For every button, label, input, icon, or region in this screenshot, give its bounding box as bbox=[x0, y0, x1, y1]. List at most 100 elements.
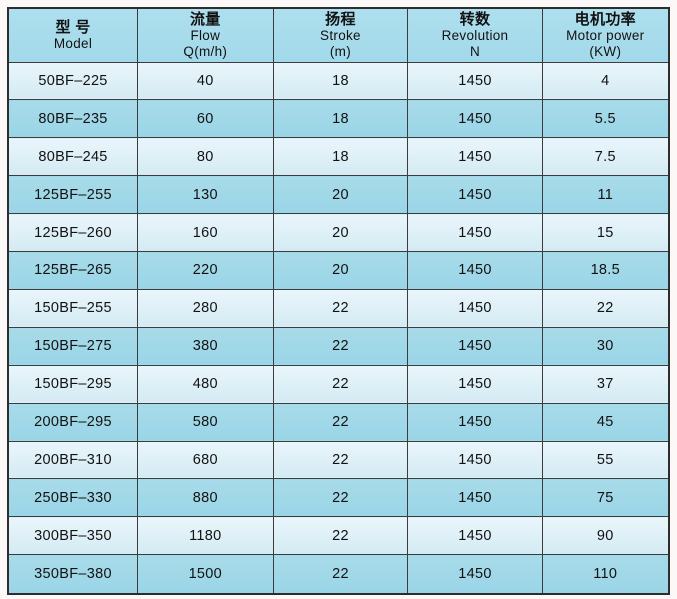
stroke-cell: 22 bbox=[272, 364, 409, 404]
flow-cell: 160 bbox=[137, 213, 274, 253]
flow-cell: 130 bbox=[137, 175, 274, 215]
stroke-cell: 22 bbox=[272, 478, 409, 518]
model-cell: 80BF–245 bbox=[7, 137, 139, 177]
table-row: 125BF–260 160 20 1450 15 bbox=[7, 213, 670, 253]
col-header-motor-power-zh: 电机功率 bbox=[574, 10, 636, 28]
flow-cell: 880 bbox=[137, 478, 274, 518]
col-header-flow-zh: 流量 bbox=[189, 10, 221, 28]
col-header-revolution-unit: N bbox=[469, 43, 480, 59]
table-row: 150BF–255 280 22 1450 22 bbox=[7, 288, 670, 328]
revolution-cell: 1450 bbox=[407, 99, 543, 139]
flow-cell: 480 bbox=[137, 364, 274, 404]
table-row: 125BF–265 220 20 1450 18.5 bbox=[7, 251, 670, 290]
stroke-cell: 22 bbox=[272, 440, 409, 480]
stroke-cell: 22 bbox=[272, 554, 409, 595]
col-header-stroke-en: Stroke bbox=[320, 27, 361, 43]
revolution-cell: 1450 bbox=[407, 213, 543, 253]
col-header-model-en: Model bbox=[53, 35, 93, 51]
model-cell: 150BF–295 bbox=[7, 364, 139, 404]
flow-cell: 220 bbox=[137, 251, 274, 290]
motor-power-cell: 90 bbox=[541, 516, 670, 556]
col-header-model: 型 号 Model bbox=[7, 7, 139, 63]
model-cell: 125BF–265 bbox=[7, 251, 139, 290]
flow-cell: 280 bbox=[137, 288, 274, 328]
model-cell: 50BF–225 bbox=[7, 61, 139, 101]
model-cell: 150BF–255 bbox=[7, 288, 139, 328]
revolution-cell: 1450 bbox=[407, 175, 543, 215]
col-header-flow-unit: Q(m/h) bbox=[183, 43, 228, 59]
table-row: 350BF–380 1500 22 1450 110 bbox=[7, 554, 670, 595]
table-row: 300BF–350 1180 22 1450 90 bbox=[7, 516, 670, 556]
table-row: 200BF–310 680 22 1450 55 bbox=[7, 440, 670, 480]
revolution-cell: 1450 bbox=[407, 251, 543, 290]
stroke-cell: 18 bbox=[272, 61, 409, 101]
col-header-motor-power-en: Motor power bbox=[566, 27, 645, 43]
model-cell: 350BF–380 bbox=[7, 554, 139, 595]
revolution-cell: 1450 bbox=[407, 516, 543, 556]
motor-power-cell: 55 bbox=[541, 440, 670, 480]
stroke-cell: 22 bbox=[272, 402, 409, 442]
motor-power-cell: 5.5 bbox=[541, 99, 670, 139]
model-cell: 150BF–275 bbox=[7, 326, 139, 366]
table-row: 125BF–255 130 20 1450 11 bbox=[7, 175, 670, 215]
table-row: 200BF–295 580 22 1450 45 bbox=[7, 402, 670, 442]
col-header-motor-power: 电机功率 Motor power (KW) bbox=[541, 7, 670, 63]
col-header-flow-en: Flow bbox=[190, 27, 221, 43]
col-header-stroke-zh: 扬程 bbox=[325, 10, 356, 28]
table-row: 80BF–245 80 18 1450 7.5 bbox=[7, 137, 670, 177]
revolution-cell: 1450 bbox=[407, 554, 543, 595]
flow-cell: 60 bbox=[137, 99, 274, 139]
motor-power-cell: 75 bbox=[541, 478, 670, 518]
stroke-cell: 20 bbox=[272, 175, 409, 215]
table-row: 80BF–235 60 18 1450 5.5 bbox=[7, 99, 670, 139]
revolution-cell: 1450 bbox=[407, 440, 543, 480]
model-cell: 125BF–260 bbox=[7, 213, 139, 253]
pump-spec-table: 型 号 Model 流量 Flow Q(m/h) 扬程 Stroke (m) 转… bbox=[7, 7, 670, 595]
revolution-cell: 1450 bbox=[407, 364, 543, 404]
model-cell: 300BF–350 bbox=[7, 516, 139, 556]
col-header-flow: 流量 Flow Q(m/h) bbox=[137, 7, 274, 63]
motor-power-cell: 4 bbox=[541, 61, 670, 101]
flow-cell: 1180 bbox=[137, 516, 274, 556]
motor-power-cell: 30 bbox=[541, 326, 670, 366]
motor-power-cell: 15 bbox=[541, 213, 670, 253]
motor-power-cell: 37 bbox=[541, 364, 670, 404]
revolution-cell: 1450 bbox=[407, 326, 543, 366]
motor-power-cell: 18.5 bbox=[541, 251, 670, 290]
flow-cell: 580 bbox=[137, 402, 274, 442]
table-row: 250BF–330 880 22 1450 75 bbox=[7, 478, 670, 518]
stroke-cell: 18 bbox=[272, 99, 409, 139]
revolution-cell: 1450 bbox=[407, 137, 543, 177]
stroke-cell: 22 bbox=[272, 288, 409, 328]
flow-cell: 80 bbox=[137, 137, 274, 177]
stroke-cell: 20 bbox=[272, 251, 409, 290]
model-cell: 200BF–295 bbox=[7, 402, 139, 442]
motor-power-cell: 22 bbox=[541, 288, 670, 328]
motor-power-cell: 110 bbox=[541, 554, 670, 595]
revolution-cell: 1450 bbox=[407, 478, 543, 518]
motor-power-cell: 45 bbox=[541, 402, 670, 442]
flow-cell: 380 bbox=[137, 326, 274, 366]
table-row: 50BF–225 40 18 1450 4 bbox=[7, 61, 670, 101]
stroke-cell: 20 bbox=[272, 213, 409, 253]
flow-cell: 1500 bbox=[137, 554, 274, 595]
motor-power-cell: 11 bbox=[541, 175, 670, 215]
flow-cell: 680 bbox=[137, 440, 274, 480]
col-header-motor-power-unit: (KW) bbox=[589, 43, 622, 59]
col-header-revolution-zh: 转数 bbox=[459, 10, 491, 28]
revolution-cell: 1450 bbox=[407, 288, 543, 328]
col-header-revolution: 转数 Revolution N bbox=[407, 7, 543, 63]
col-header-model-zh: 型 号 bbox=[55, 18, 91, 36]
model-cell: 200BF–310 bbox=[7, 440, 139, 480]
revolution-cell: 1450 bbox=[407, 61, 543, 101]
revolution-cell: 1450 bbox=[407, 402, 543, 442]
model-cell: 250BF–330 bbox=[7, 478, 139, 518]
stroke-cell: 22 bbox=[272, 326, 409, 366]
col-header-stroke-unit: (m) bbox=[329, 43, 352, 59]
motor-power-cell: 7.5 bbox=[541, 137, 670, 177]
stroke-cell: 18 bbox=[272, 137, 409, 177]
table-row: 150BF–295 480 22 1450 37 bbox=[7, 364, 670, 404]
col-header-stroke: 扬程 Stroke (m) bbox=[272, 7, 409, 63]
table-row: 150BF–275 380 22 1450 30 bbox=[7, 326, 670, 366]
